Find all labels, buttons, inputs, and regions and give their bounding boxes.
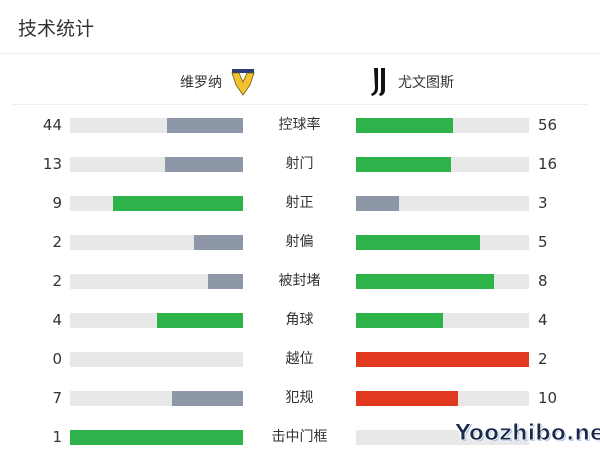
stat-row: 2 被封堵 8 — [0, 271, 600, 291]
away-value: 3 — [538, 194, 548, 212]
away-value: 5 — [538, 233, 548, 251]
divider — [0, 53, 600, 54]
home-value: 4 — [52, 311, 62, 329]
home-bar-fill — [193, 235, 243, 250]
away-bar-track — [356, 352, 529, 367]
away-bar-fill — [356, 313, 443, 328]
home-bar-fill — [113, 196, 243, 211]
away-team-name: 尤文图斯 — [398, 75, 454, 91]
home-bar-track — [70, 157, 243, 172]
stat-row: 13 射门 16 — [0, 154, 600, 174]
away-bar-fill — [356, 157, 452, 172]
away-bar-track — [356, 274, 529, 289]
stat-row: 7 犯规 10 — [0, 388, 600, 408]
stat-row: 2 射偏 5 — [0, 232, 600, 252]
stat-row: 44 控球率 56 — [0, 115, 600, 135]
divider — [12, 104, 588, 105]
home-team: 维罗纳 — [180, 68, 256, 96]
home-bar-track — [70, 391, 243, 406]
away-team: 尤文图斯 — [370, 66, 454, 98]
juventus-logo-icon — [371, 68, 385, 96]
home-value: 2 — [52, 272, 62, 290]
stat-label: 犯规 — [285, 390, 314, 406]
stat-label: 射偏 — [285, 234, 314, 250]
home-bar-track — [70, 235, 243, 250]
away-bar-fill — [356, 118, 453, 133]
home-bar-track — [70, 274, 243, 289]
home-value: 44 — [42, 116, 62, 134]
stat-row: 9 射正 3 — [0, 193, 600, 213]
away-value: 56 — [538, 116, 558, 134]
stat-row: 4 角球 4 — [0, 310, 600, 330]
home-bar-fill — [70, 430, 243, 445]
away-bar-fill — [356, 196, 400, 211]
home-bar-fill — [165, 157, 243, 172]
stat-label: 控球率 — [278, 117, 321, 133]
stat-row: 1 击中门框 — [0, 427, 600, 447]
home-value: 1 — [52, 428, 62, 446]
away-value: 8 — [538, 272, 548, 290]
away-bar-track — [356, 430, 529, 445]
watermark: Yoozhibo.net — [454, 421, 600, 447]
stat-label: 越位 — [285, 351, 314, 367]
home-value: 0 — [52, 350, 62, 368]
away-bar-fill — [356, 235, 480, 250]
stat-label: 击中门框 — [271, 429, 328, 445]
home-team-name: 维罗纳 — [180, 75, 222, 91]
stat-label: 射正 — [285, 195, 314, 211]
hellas-verona-logo-icon — [231, 69, 255, 96]
home-bar-track — [70, 196, 243, 211]
home-value: 13 — [42, 155, 62, 173]
home-bar-fill — [156, 313, 243, 328]
away-bar-track — [356, 157, 529, 172]
away-bar-track — [356, 118, 529, 133]
home-value: 2 — [52, 233, 62, 251]
away-bar-fill — [356, 274, 495, 289]
stat-label: 射门 — [285, 156, 314, 172]
away-bar-track — [356, 313, 529, 328]
home-bar-track — [70, 313, 243, 328]
away-bar-fill — [356, 352, 529, 367]
stat-label: 角球 — [285, 312, 314, 328]
away-bar-track — [356, 391, 529, 406]
page-title: 技术统计 — [18, 18, 95, 40]
home-bar-fill — [166, 118, 243, 133]
away-value: 2 — [538, 350, 548, 368]
home-bar-track — [70, 118, 243, 133]
home-bar-fill — [171, 391, 243, 406]
home-value: 9 — [52, 194, 62, 212]
away-bar-track — [356, 196, 529, 211]
away-bar-fill — [356, 391, 458, 406]
home-bar-track — [70, 352, 243, 367]
stat-label: 被封堵 — [278, 273, 321, 289]
away-bar-track — [356, 235, 529, 250]
home-bar-track — [70, 430, 243, 445]
away-value: 10 — [538, 389, 558, 407]
home-value: 7 — [52, 389, 62, 407]
stat-row: 0 越位 2 — [0, 349, 600, 369]
away-value: 4 — [538, 311, 548, 329]
home-bar-fill — [208, 274, 243, 289]
away-value: 16 — [538, 155, 558, 173]
